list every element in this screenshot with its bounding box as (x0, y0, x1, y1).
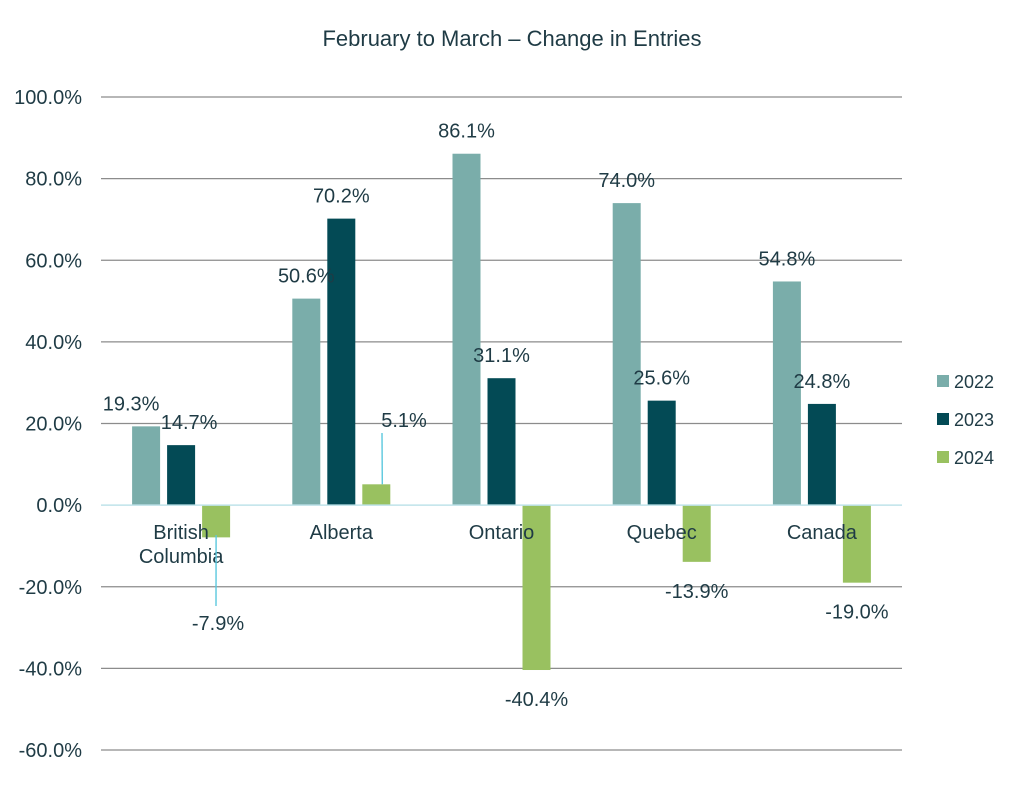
data-label: 54.8% (759, 248, 816, 270)
bar-2023-british-columbia (167, 445, 196, 506)
bar-2024-alberta (362, 484, 391, 506)
bar-2024-british-columbia (202, 505, 231, 538)
bar-2022-quebec (612, 203, 641, 506)
y-tick-label: -40.0% (19, 658, 83, 680)
bar-2023-alberta (327, 218, 356, 506)
bar-2022-canada (772, 281, 801, 506)
bar-2022-british-columbia (132, 426, 161, 506)
data-label: -40.4% (505, 689, 569, 711)
bar-2024-ontario (522, 505, 551, 671)
category-label: Quebec (627, 522, 697, 544)
legend-swatch-2023 (937, 413, 949, 425)
data-label: -7.9% (192, 613, 244, 635)
y-tick-label: 60.0% (25, 250, 82, 272)
y-tick-label: 20.0% (25, 414, 82, 436)
data-labels: 19.3% 50.6% 86.1% 74.0% 54.8% 14.7% 70.2% 31.1%… (103, 121, 889, 711)
data-label: -19.0% (825, 602, 889, 624)
data-label: 14.7% (161, 412, 218, 434)
legend-swatch-2024 (937, 451, 949, 463)
bar-2023-quebec (647, 400, 676, 506)
data-label: 5.1% (381, 410, 427, 432)
y-axis-ticks: 100.0% 80.0% 60.0% 40.0% 20.0% 0.0% -20.0% -40.… (14, 87, 82, 762)
bar-2023-canada (807, 403, 836, 506)
legend-label-2023: 2023 (954, 410, 994, 430)
y-tick-label: -60.0% (19, 740, 83, 762)
y-tick-label: 0.0% (36, 495, 82, 517)
legend: 2022 2023 2024 (937, 372, 994, 468)
y-tick-label: 80.0% (25, 169, 82, 191)
chart-title: February to March – Change in Entries (322, 26, 701, 51)
data-label: 24.8% (794, 371, 851, 393)
data-label: 19.3% (103, 393, 160, 415)
data-label: 70.2% (313, 186, 370, 208)
legend-label-2024: 2024 (954, 448, 994, 468)
category-labels: British Columbia Alberta Ontario Quebec Canad… (139, 522, 858, 568)
bar-2024-quebec (682, 505, 711, 562)
data-label: 74.0% (598, 170, 655, 192)
bar-2022-alberta (292, 298, 321, 506)
category-label: British Columbia (139, 522, 224, 568)
data-label: -13.9% (665, 581, 729, 603)
category-label: Ontario (469, 522, 535, 544)
data-label: 31.1% (473, 345, 530, 367)
data-label: 86.1% (438, 121, 495, 143)
legend-swatch-2022 (937, 375, 949, 387)
data-label: 50.6% (278, 266, 335, 288)
y-tick-label: -20.0% (19, 577, 83, 599)
y-tick-label: 100.0% (14, 87, 82, 109)
legend-label-2022: 2022 (954, 372, 994, 392)
y-tick-label: 40.0% (25, 332, 82, 354)
bars (132, 153, 871, 671)
data-label: 25.6% (633, 368, 690, 390)
bar-2024-canada (842, 505, 871, 583)
bar-2022-ontario (452, 153, 481, 506)
category-label: Canada (787, 522, 858, 544)
bar-2023-ontario (487, 378, 516, 506)
category-label: Alberta (310, 522, 374, 544)
